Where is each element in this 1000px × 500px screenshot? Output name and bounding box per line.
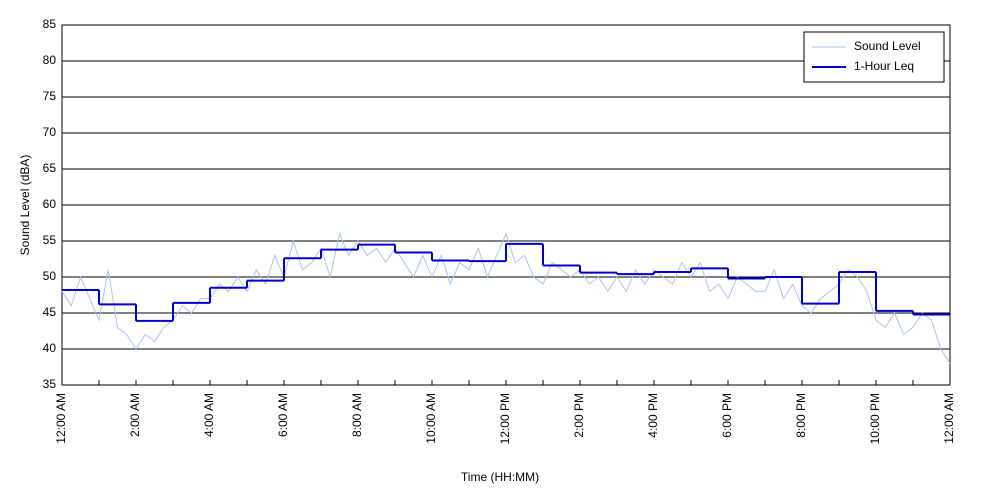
y-tick-label: 55 <box>43 233 57 247</box>
y-tick-label: 80 <box>43 53 57 67</box>
y-tick-label: 35 <box>43 377 57 391</box>
y-tick-label: 45 <box>43 305 57 319</box>
x-tick-label: 12:00 AM <box>942 393 956 444</box>
y-tick-label: 40 <box>43 341 57 355</box>
y-tick-label: 60 <box>43 197 57 211</box>
x-tick-label: 8:00 AM <box>350 393 364 437</box>
y-tick-label: 75 <box>43 89 57 103</box>
x-tick-label: 12:00 AM <box>54 393 68 444</box>
y-axis-label: Sound Level (dBA) <box>18 155 32 256</box>
y-tick-label: 50 <box>43 269 57 283</box>
x-tick-label: 10:00 AM <box>424 393 438 444</box>
y-tick-label: 65 <box>43 161 57 175</box>
y-tick-label: 85 <box>43 17 57 31</box>
x-tick-label: 6:00 PM <box>720 393 734 438</box>
x-tick-label: 2:00 AM <box>128 393 142 437</box>
legend-box <box>803 31 945 83</box>
y-tick-label: 70 <box>43 125 57 139</box>
x-tick-label: 10:00 PM <box>868 393 882 444</box>
legend-label: Sound Level <box>854 39 921 53</box>
x-axis-label: Time (HH:MM) <box>461 470 539 484</box>
x-tick-label: 8:00 PM <box>794 393 808 438</box>
x-tick-label: 4:00 AM <box>202 393 216 437</box>
x-tick-label: 4:00 PM <box>646 393 660 438</box>
x-tick-label: 6:00 AM <box>276 393 290 437</box>
x-tick-label: 2:00 PM <box>572 393 586 438</box>
x-tick-label: 12:00 PM <box>498 393 512 444</box>
legend-label: 1-Hour Leq <box>854 59 914 73</box>
